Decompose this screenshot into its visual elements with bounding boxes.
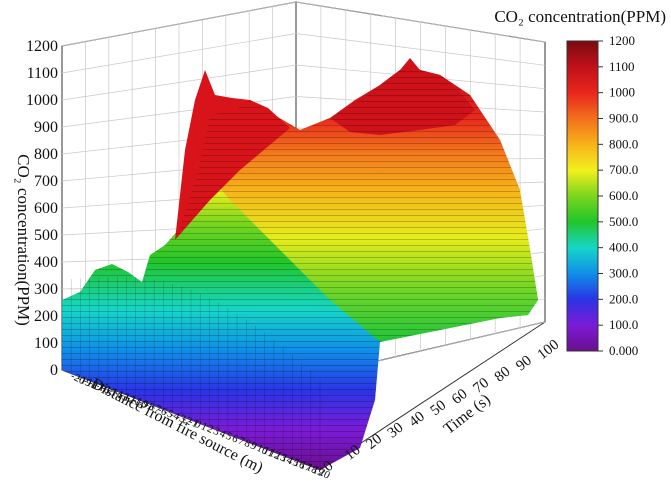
distance-tick-label: 11 <box>261 444 276 460</box>
colorbar-tick-label: 100.0 <box>609 317 638 332</box>
z-tick-label: 1100 <box>27 65 58 82</box>
co2-surface <box>61 58 538 470</box>
colorbar-tick-label: 1100 <box>609 59 635 74</box>
z-tick-label: 500 <box>34 227 58 244</box>
z-tick-label: 300 <box>34 281 58 298</box>
colorbar-tick-label: 1200 <box>609 33 635 48</box>
distance-tick-label: 5 <box>224 430 235 443</box>
distance-tick-label: 6 <box>230 432 241 445</box>
z-axis-label: CO₂ concentration(PPM) <box>14 154 33 326</box>
z-tick-label: 200 <box>34 308 58 325</box>
distance-tick-label: 9 <box>248 440 259 453</box>
colorbar-tick-label: 0.000 <box>609 343 638 358</box>
colorbar-title: CO₂ concentration(PPM) <box>494 7 666 26</box>
distance-tick-label: 3 <box>211 425 222 438</box>
z-tick-label: 1000 <box>26 92 58 109</box>
time-tick-label: 80 <box>492 364 514 386</box>
distance-tick-label: 7 <box>236 435 247 448</box>
colorbar-tick-label: 200.0 <box>609 291 638 306</box>
colorbar-tick-label: 300.0 <box>609 266 638 281</box>
surface-contour-overlay <box>62 70 538 470</box>
time-tick-label: 40 <box>406 409 428 431</box>
distance-tick-label: 1 <box>199 420 209 433</box>
time-tick-label: 50 <box>428 397 450 419</box>
colorbar-tick-label: 700.0 <box>609 162 638 177</box>
distance-tick-label: 4 <box>217 428 228 441</box>
colorbar-tick-label: 900.0 <box>609 111 638 126</box>
colorbar-tick-label: 800.0 <box>609 136 638 151</box>
z-axis: 0 100 200 300 400 500 600 700 800 900 1000 1100 1200… <box>14 38 58 379</box>
time-tick-label: 90 <box>513 353 535 375</box>
z-tick-label: 100 <box>34 335 58 352</box>
colorbar-tick-label: 500.0 <box>609 214 638 229</box>
distance-tick-label: 2 <box>205 423 215 436</box>
distance-tick-label: 12 <box>267 447 282 463</box>
distance-tick-label: 8 <box>242 437 253 450</box>
z-tick-label: 700 <box>34 173 58 190</box>
colorbar-tick-label: 600.0 <box>609 188 638 203</box>
distance-tick-label: -11 <box>124 392 142 409</box>
colorbar: CO₂ concentration(PPM) 0.000 100.0 200.0 30… <box>494 7 666 358</box>
distance-tick-label: -12 <box>118 389 137 406</box>
colorbar-tick-label: 400.0 <box>609 240 638 255</box>
z-tick-label: 1200 <box>26 38 58 55</box>
z-tick-label: 400 <box>34 254 58 271</box>
z-tick-label: 0 <box>50 362 58 379</box>
time-tick-label: 100 <box>535 337 563 363</box>
z-tick-label: 800 <box>34 146 58 163</box>
colorbar-gradient <box>566 40 599 352</box>
z-tick-label: 600 <box>34 200 58 217</box>
surface-ribs <box>61 276 321 470</box>
z-tick-label: 900 <box>34 119 58 136</box>
colorbar-tick-label: 1000 <box>609 85 635 100</box>
distance-tick-label: 0 <box>193 418 204 431</box>
